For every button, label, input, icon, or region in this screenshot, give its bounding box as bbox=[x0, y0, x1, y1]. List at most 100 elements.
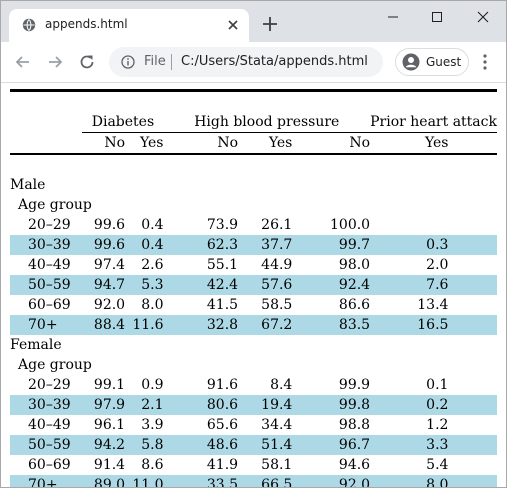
minimize-icon[interactable] bbox=[381, 7, 405, 27]
profile-button[interactable]: Guest bbox=[395, 48, 469, 76]
cell-value: 2.0 bbox=[426, 257, 449, 273]
cell-value: 1.2 bbox=[426, 417, 449, 433]
subheader: No bbox=[104, 135, 126, 151]
globe-icon bbox=[22, 18, 36, 32]
cell-value: 73.9 bbox=[206, 217, 239, 233]
subsection-label: Age group bbox=[18, 197, 92, 213]
table-row: 40–49 96.1 3.9 65.6 34.4 98.8 1.2 bbox=[10, 415, 497, 435]
cell-value: 66.5 bbox=[238, 475, 293, 487]
cell-value: 94.6 bbox=[338, 457, 371, 473]
subheader: No bbox=[349, 135, 371, 151]
cell-value: 98.8 bbox=[338, 417, 371, 433]
info-icon[interactable] bbox=[121, 55, 135, 69]
cell-value: 3.3 bbox=[370, 435, 449, 455]
section-label: Female bbox=[10, 337, 62, 353]
window-close-icon[interactable] bbox=[471, 7, 495, 27]
subsection-row: Age group bbox=[10, 355, 497, 375]
forward-arrow-icon[interactable] bbox=[45, 52, 65, 72]
cell-value: 65.6 bbox=[206, 417, 239, 433]
section-row: Male bbox=[10, 175, 497, 195]
age-label: 70+ bbox=[10, 315, 83, 335]
top-rule bbox=[10, 89, 497, 112]
table-row: 50–59 94.2 5.8 48.6 51.4 96.7 3.3 bbox=[10, 435, 497, 455]
cell-value: 11.6 bbox=[125, 315, 164, 335]
address-bar[interactable]: File C:/Users/Stata/appends.html bbox=[109, 47, 383, 77]
age-label: 40–49 bbox=[28, 417, 71, 433]
subsection-label: Age group bbox=[18, 357, 92, 373]
cell-value: 41.5 bbox=[206, 297, 239, 313]
cell-value: 89.0 bbox=[82, 475, 126, 487]
avatar-icon bbox=[402, 53, 420, 71]
cell-value: 33.5 bbox=[163, 475, 239, 487]
cell-value: 42.4 bbox=[163, 275, 239, 295]
cell-value: 34.4 bbox=[261, 417, 293, 433]
age-label: 50–59 bbox=[10, 275, 83, 295]
profile-name: Guest bbox=[426, 55, 462, 69]
cell-value: 96.7 bbox=[292, 435, 371, 455]
url-text[interactable]: C:/Users/Stata/appends.html bbox=[181, 54, 368, 69]
age-label: 40–49 bbox=[28, 257, 71, 273]
cell-value: 0.4 bbox=[125, 235, 164, 255]
cell-value: 57.6 bbox=[238, 275, 293, 295]
table-row: 70+ 88.4 11.6 32.8 67.2 83.5 16.5 bbox=[10, 315, 497, 335]
cell-value: 67.2 bbox=[238, 315, 293, 335]
cell-value: 5.4 bbox=[426, 457, 449, 473]
cell-value: 83.5 bbox=[292, 315, 371, 335]
cell-value: 97.4 bbox=[93, 257, 126, 273]
kebab-menu-icon[interactable] bbox=[477, 52, 493, 72]
section-label: Male bbox=[10, 177, 46, 193]
cell-value: 80.6 bbox=[163, 395, 239, 415]
cell-value: 41.9 bbox=[206, 457, 239, 473]
new-tab-icon[interactable] bbox=[261, 15, 279, 33]
cell-value: 99.7 bbox=[292, 235, 371, 255]
cell-value: 91.6 bbox=[206, 377, 239, 393]
maximize-icon[interactable] bbox=[425, 7, 449, 27]
subheader-row: No Yes No Yes No Yes bbox=[10, 133, 497, 155]
close-tab-icon[interactable] bbox=[225, 17, 241, 33]
age-label: 30–39 bbox=[10, 235, 83, 255]
subheader: Yes bbox=[424, 135, 449, 151]
cell-value: 5.3 bbox=[125, 275, 164, 295]
cell-value: 0.1 bbox=[426, 377, 449, 393]
subsection-row: Age group bbox=[10, 195, 497, 215]
cell-value: 8.6 bbox=[141, 457, 164, 473]
cell-value: 99.1 bbox=[93, 377, 126, 393]
cell-value: 0.4 bbox=[141, 217, 164, 233]
cell-value: 92.0 bbox=[292, 475, 371, 487]
cell-value: 86.6 bbox=[338, 297, 371, 313]
cell-value: 97.9 bbox=[82, 395, 126, 415]
cell-value: 58.1 bbox=[261, 457, 293, 473]
table-row: 60–69 92.0 8.0 41.5 58.5 86.6 13.4 bbox=[10, 295, 497, 315]
section-row: Female bbox=[10, 335, 497, 355]
table-row: 70+ 89.0 11.0 33.5 66.5 92.0 8.0 bbox=[10, 475, 497, 487]
cell-value: 2.6 bbox=[141, 257, 164, 273]
group-header: High blood pressure bbox=[163, 112, 371, 133]
back-arrow-icon[interactable] bbox=[13, 52, 33, 72]
cell-value: 8.4 bbox=[270, 377, 293, 393]
cell-value: 92.0 bbox=[93, 297, 126, 313]
results-table: Diabetes High blood pressure Prior heart… bbox=[10, 89, 497, 487]
table-row: 60–69 91.4 8.6 41.9 58.1 94.6 5.4 bbox=[10, 455, 497, 475]
reload-icon[interactable] bbox=[77, 52, 97, 72]
cell-value: 3.9 bbox=[141, 417, 164, 433]
browser-tab[interactable]: appends.html bbox=[9, 9, 249, 42]
tab-title: appends.html bbox=[45, 17, 128, 31]
cell-value: 55.1 bbox=[206, 257, 239, 273]
cell-value: 94.7 bbox=[82, 275, 126, 295]
age-label: 30–39 bbox=[10, 395, 83, 415]
age-label: 60–69 bbox=[28, 297, 71, 313]
age-label: 70+ bbox=[10, 475, 83, 487]
cell-value: 99.6 bbox=[82, 235, 126, 255]
cell-value: 26.1 bbox=[261, 217, 293, 233]
subheader: No bbox=[217, 135, 239, 151]
cell-value: 96.1 bbox=[93, 417, 126, 433]
cell-value: 37.7 bbox=[238, 235, 293, 255]
header-rule bbox=[10, 153, 497, 175]
age-label: 50–59 bbox=[10, 435, 83, 455]
cell-value: 91.4 bbox=[93, 457, 126, 473]
group-header-row: Diabetes High blood pressure Prior heart… bbox=[10, 112, 497, 133]
cell-value: 44.9 bbox=[261, 257, 293, 273]
subheader: Yes bbox=[139, 135, 164, 151]
cell-value: 8.0 bbox=[141, 297, 164, 313]
